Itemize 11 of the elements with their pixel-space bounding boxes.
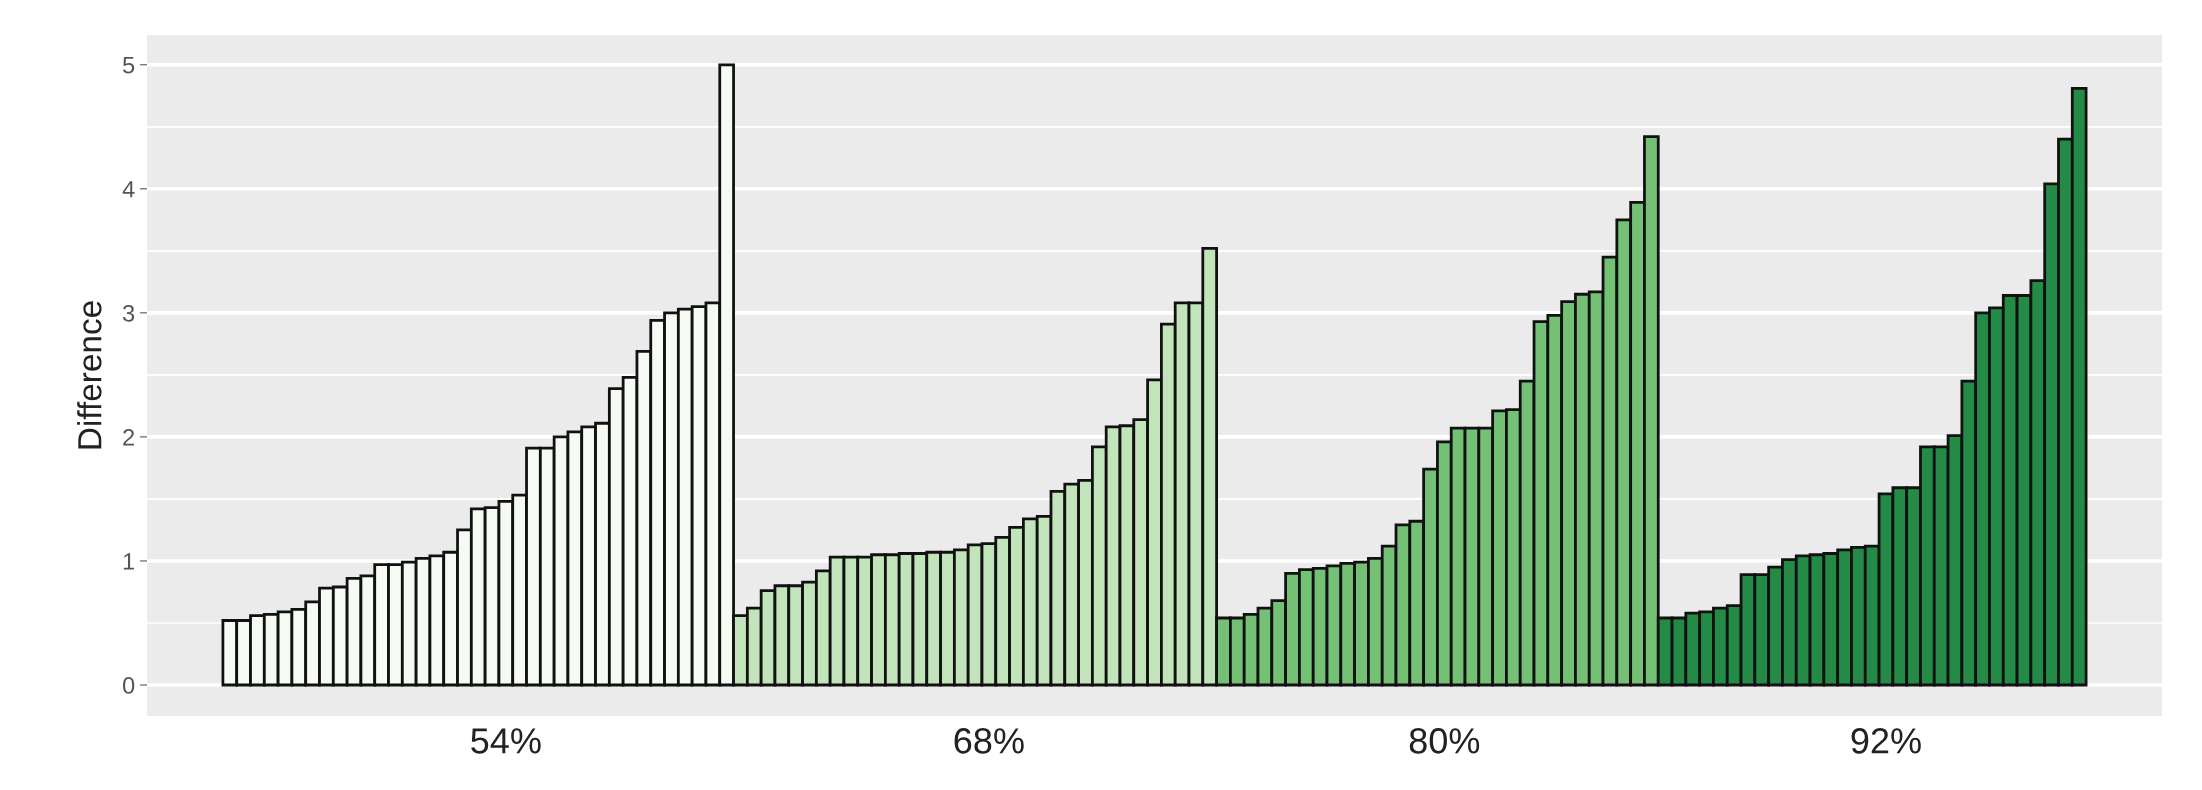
y-tick-label: 5 <box>123 57 135 74</box>
y-tick-label: 2 <box>123 428 135 446</box>
x-tick-label: 68% <box>954 728 1024 754</box>
y-tick-label: 1 <box>123 553 135 570</box>
x-tick-label: 54% <box>471 728 541 754</box>
x-tick-label: 80% <box>1409 728 1480 754</box>
y-axis-title: Difference <box>77 301 102 449</box>
y-tick-label: 0 <box>122 677 135 694</box>
x-tick-label: 92% <box>1851 728 1921 754</box>
y-tick-label: 4 <box>122 181 135 198</box>
y-tick-label: 3 <box>122 304 135 322</box>
